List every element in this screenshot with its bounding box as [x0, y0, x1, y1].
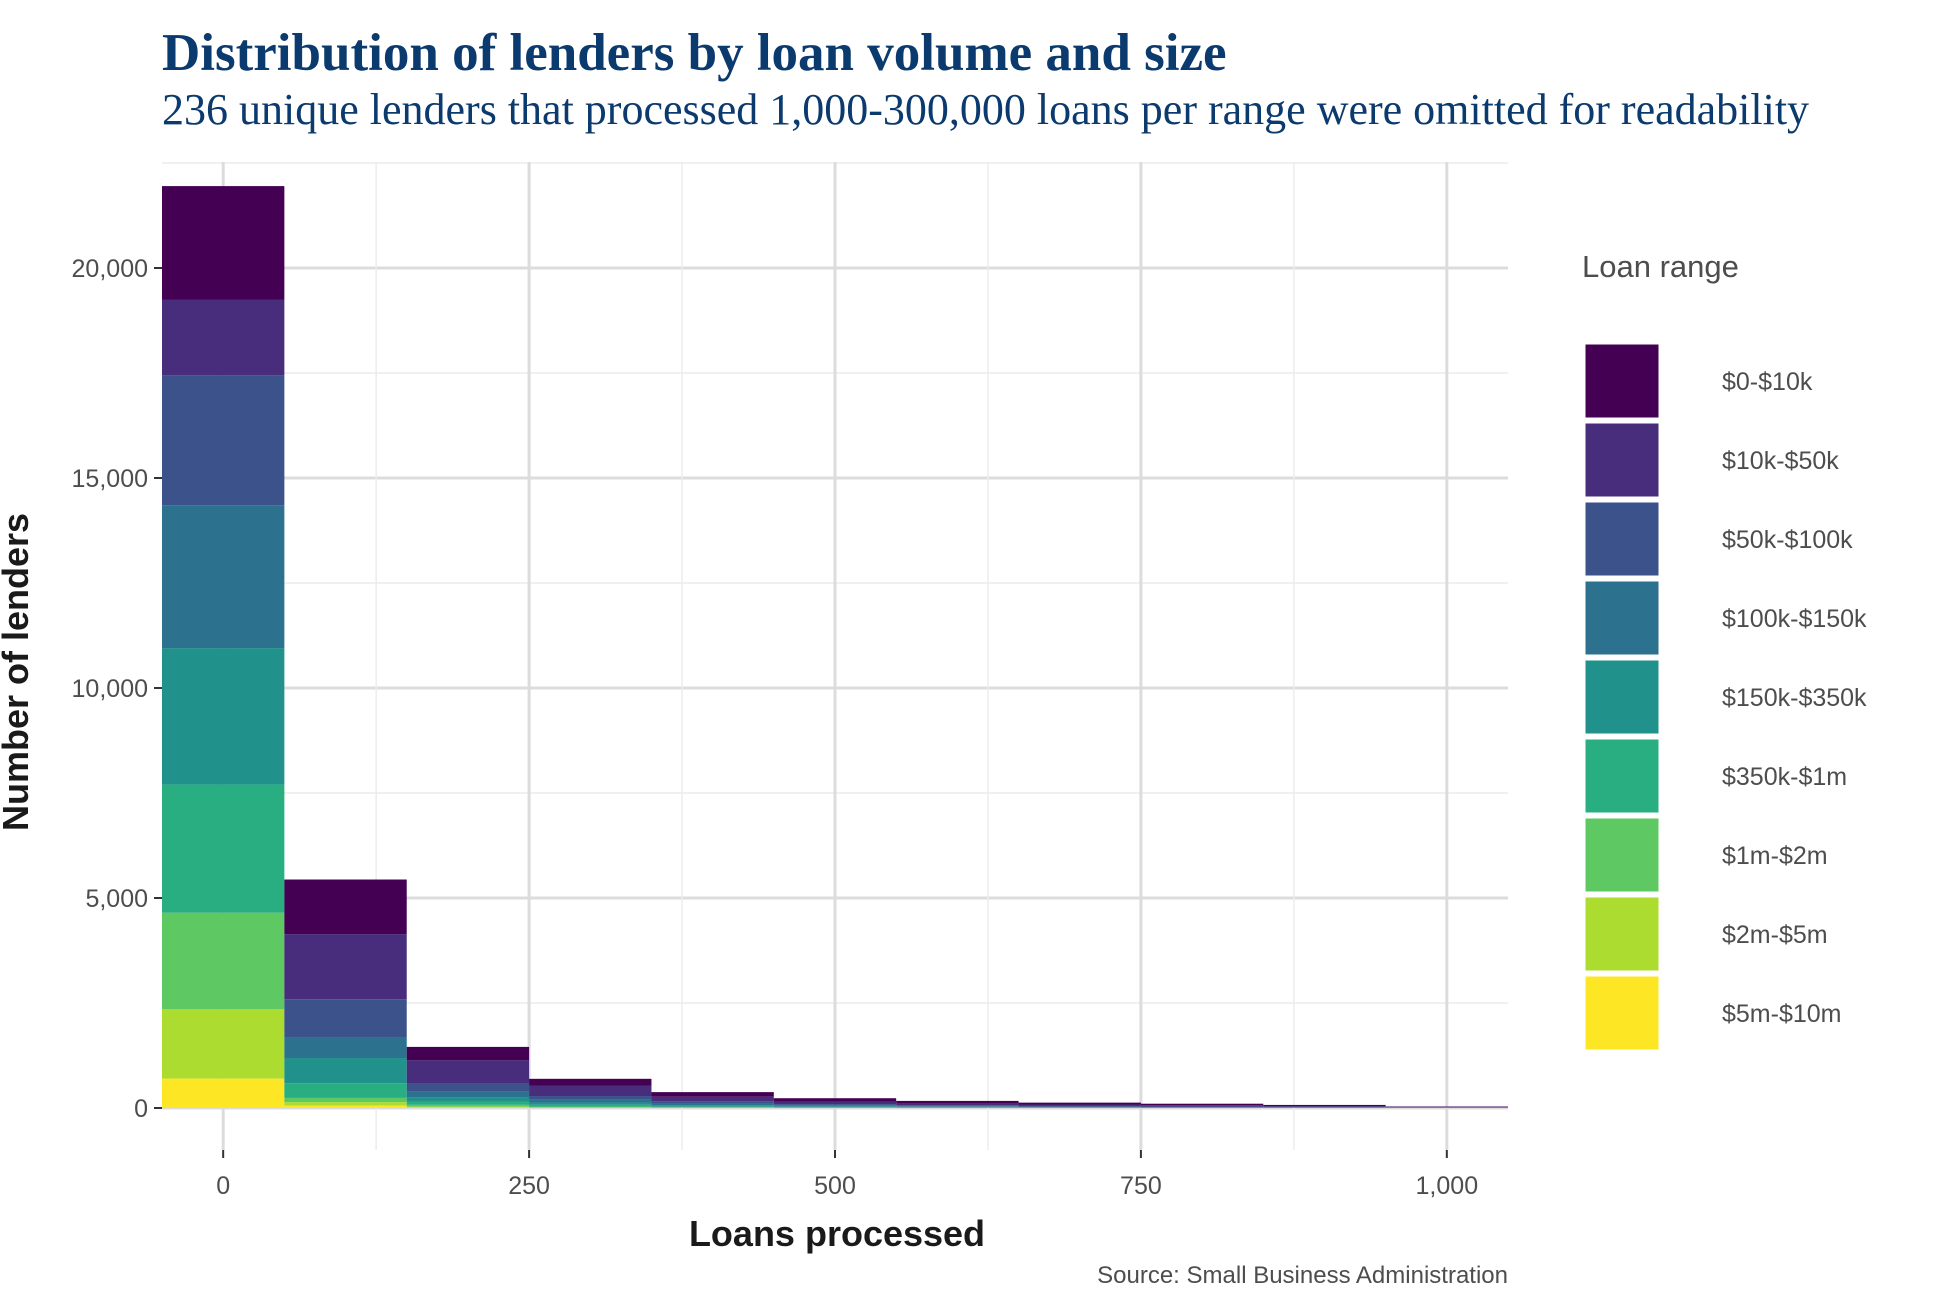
y-tick-label: 20,000	[72, 255, 148, 283]
legend-label: $2m-$5m	[1722, 921, 1828, 949]
bar-segment	[1263, 1104, 1386, 1106]
bar-segment	[284, 1058, 407, 1084]
bar-segment	[773, 1107, 897, 1108]
bar-segment	[284, 1083, 407, 1098]
legend-label: $10k-$50k	[1722, 447, 1839, 475]
legend-label: $5m-$10m	[1722, 1000, 1842, 1028]
legend-key	[1582, 578, 1662, 658]
x-tick-label: 750	[1120, 1172, 1162, 1200]
bar-segment	[162, 648, 285, 785]
legend-key	[1582, 815, 1662, 895]
bar-segment	[406, 1046, 530, 1061]
legend-label: $100k-$150k	[1722, 605, 1867, 633]
bar-segment	[651, 1101, 774, 1104]
bar-segment	[162, 375, 285, 506]
bar-segment	[406, 1060, 530, 1084]
bar-segment	[162, 299, 285, 376]
bar-segment	[406, 1107, 530, 1108]
bar-segment	[529, 1096, 652, 1100]
bar-segment	[284, 1105, 407, 1108]
bar-segment	[406, 1083, 530, 1092]
bar-segment	[162, 784, 285, 913]
bar-segment	[1018, 1102, 1141, 1105]
bar-segment	[284, 1102, 407, 1106]
bar-segment	[162, 1009, 285, 1079]
bar-segment	[529, 1085, 652, 1097]
bar-segment	[406, 1101, 530, 1105]
bar-segment	[162, 505, 285, 649]
bar-segment	[896, 1106, 1019, 1107]
x-tick-label: 500	[814, 1172, 856, 1200]
bar-segment	[651, 1103, 774, 1106]
legend-label: $0-$10k	[1722, 368, 1813, 396]
bar-segment	[1263, 1105, 1386, 1107]
bar-segment	[284, 934, 407, 1000]
x-tick-label: 0	[216, 1172, 230, 1200]
legend-label: $350k-$1m	[1722, 763, 1847, 791]
bar-segment	[162, 912, 285, 1010]
bar-segment	[1018, 1104, 1141, 1106]
bar-segment	[529, 1099, 652, 1103]
legend-key	[1582, 736, 1662, 816]
y-axis-title: Number of lenders	[0, 513, 36, 831]
chart-title: Distribution of lenders by loan volume a…	[162, 24, 1227, 82]
chart-caption: Source: Small Business Administration	[1097, 1262, 1508, 1289]
x-axis-ticks: 0 250 500 750 1,000	[216, 1150, 1478, 1200]
bar-segment	[529, 1104, 652, 1107]
legend-title: Loan range	[1582, 249, 1739, 284]
bar-segment	[1018, 1105, 1141, 1107]
x-tick-label: 1,000	[1416, 1172, 1479, 1200]
legend-key	[1582, 973, 1662, 1053]
legend-key	[1582, 894, 1662, 974]
bar-segment	[773, 1106, 897, 1108]
y-axis-ticks: 0 5,000 10,000 15,000 20,000	[72, 255, 162, 1123]
bar-segment	[651, 1096, 774, 1102]
bar-segment	[1140, 1106, 1264, 1108]
bar-segment	[651, 1106, 774, 1108]
chart-subtitle: 236 unique lenders that processed 1,000-…	[162, 85, 1809, 134]
bar-segment	[284, 1037, 407, 1059]
bar-segment	[773, 1105, 897, 1107]
bar-segment	[284, 999, 407, 1038]
legend-label: $1m-$2m	[1722, 842, 1828, 870]
legend: $0-$10k $10k-$50k $50k-$100k $100k-$150k $15…	[1582, 341, 1867, 1053]
x-tick-label: 250	[508, 1172, 550, 1200]
bars	[162, 186, 1508, 1108]
legend-label: $50k-$100k	[1722, 526, 1853, 554]
legend-label: $150k-$350k	[1722, 684, 1867, 712]
legend-key	[1582, 420, 1662, 500]
bar-segment	[284, 879, 407, 935]
y-tick-label: 10,000	[72, 675, 148, 703]
bar-segment	[773, 1101, 897, 1105]
bar-segment	[651, 1105, 774, 1107]
legend-key	[1582, 341, 1662, 421]
bar-segment	[529, 1078, 652, 1086]
bar-segment	[529, 1106, 652, 1108]
bar-segment	[406, 1104, 530, 1107]
bar-segment	[896, 1105, 1019, 1107]
bar-segment	[896, 1106, 1019, 1108]
y-tick-label: 5,000	[85, 885, 148, 913]
bar-segment	[406, 1106, 530, 1108]
bar-segment	[651, 1092, 774, 1097]
bar-segment	[529, 1102, 652, 1105]
legend-key	[1582, 657, 1662, 737]
y-tick-label: 15,000	[72, 465, 148, 493]
bar-segment	[162, 1078, 285, 1108]
bar-segment	[284, 1097, 407, 1103]
bar-segment	[1140, 1105, 1264, 1107]
legend-key	[1582, 499, 1662, 579]
bar-segment	[896, 1100, 1019, 1104]
bar-segment	[896, 1103, 1019, 1106]
y-tick-label: 0	[134, 1095, 148, 1123]
bar-segment	[773, 1104, 897, 1106]
x-axis-title: Loans processed	[689, 1213, 985, 1254]
bar-segment	[406, 1097, 530, 1102]
bar-segment	[1140, 1103, 1264, 1106]
bar-segment	[162, 186, 285, 300]
bar-segment	[773, 1098, 897, 1102]
bar-segment	[406, 1091, 530, 1098]
